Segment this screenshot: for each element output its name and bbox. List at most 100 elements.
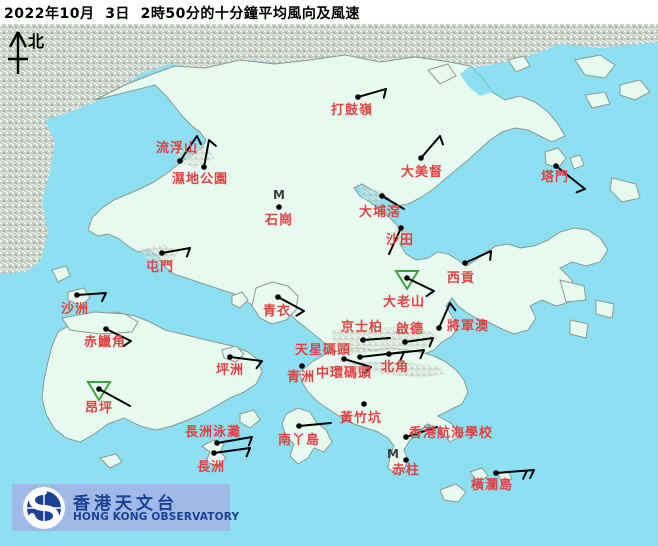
station-dot-sai-kung (462, 260, 468, 266)
station-dot-cheung-chau (211, 450, 217, 456)
station-label-wong-chuk-hang: 黃竹坑 (340, 411, 383, 426)
missing-marker-shek-kong: M (273, 188, 285, 202)
wind-barb-tates-cairn (406, 277, 435, 298)
station-label-cheung-chau: 長洲 (197, 460, 226, 475)
station-label-tseung-kwan-o: 將軍澳 (447, 319, 490, 334)
wind-barb-cheung-chau-beach (216, 436, 253, 447)
station-dot-north-point (386, 351, 392, 357)
wind-barb-peng-chau (229, 356, 263, 370)
wind-barb-cheung-chau (213, 447, 251, 458)
map-title: 2022年10月 3日 2時50分的十分鐘平均風向及風速 (4, 6, 360, 22)
north-label: 北 (28, 32, 45, 51)
station-dot-lau-fau-shan (177, 158, 183, 164)
station-label-peng-chau: 坪洲 (216, 363, 245, 378)
station-label-tuen-mun: 屯門 (146, 260, 175, 275)
station-dot-chek-lap-kok (103, 326, 109, 332)
station-dot-peng-chau (227, 354, 233, 360)
station-dot-tap-mun (553, 163, 559, 169)
wind-barb-sea-school (405, 426, 438, 438)
station-label-wetland-park: 濕地公園 (172, 172, 229, 187)
wind-barb-tseung-kwan-o (438, 302, 457, 329)
west-coast-urban-strip (0, 120, 55, 274)
station-label-chek-lap-kok: 赤鱲角 (84, 335, 127, 350)
station-dot-tsing-yi (275, 294, 281, 300)
wind-barb-tuen-mun (161, 247, 191, 258)
station-label-sea-school: 香港航海學校 (409, 426, 494, 441)
wind-barb-sha-chau (76, 292, 107, 303)
station-dot-sha-tin (398, 225, 404, 231)
wind-barb-sai-kung (464, 250, 492, 264)
station-label-tai-mei-tuk: 大美督 (401, 165, 444, 180)
station-label-tap-mun: 塔門 (541, 170, 570, 185)
station-dot-tai-po-kau (379, 193, 385, 199)
hko-emblem-icon (23, 487, 65, 529)
wind-barb-north-point (388, 349, 425, 360)
station-label-green-island: 青洲 (287, 370, 316, 385)
title-bar: 2022年10月 3日 2時50分的十分鐘平均風向及風速 (0, 0, 658, 24)
north-arrow-icon (8, 31, 28, 74)
starling-inlet (460, 66, 492, 96)
hko-logo-banner: 香港天文台 HONG KONG OBSERVATORY (12, 484, 239, 531)
missing-marker-stanley: M (387, 447, 399, 461)
station-label-sha-chau: 沙洲 (61, 302, 90, 317)
station-dot-wong-chuk-hang (361, 401, 367, 407)
station-dot-stanley (403, 457, 409, 463)
wind-barb-ngong-ping (98, 388, 131, 407)
station-label-sai-kung: 西貢 (447, 271, 476, 286)
station-dot-sha-chau (74, 292, 80, 298)
station-dot-ngong-ping (96, 386, 102, 392)
station-label-waglan-island: 橫瀾島 (471, 478, 514, 493)
shenzhen-urban-area (0, 20, 658, 130)
islands (41, 54, 651, 503)
station-label-stanley: 赤柱 (392, 463, 421, 478)
station-dot-star-ferry-pier (341, 356, 347, 362)
station-label-ngong-ping: 昂坪 (85, 401, 114, 416)
hko-name-english: HONG KONG OBSERVATORY (73, 511, 240, 523)
wind-barb-tai-po-kau (381, 195, 405, 210)
wind-barb-tai-mei-tuk (420, 135, 444, 159)
station-label-tsing-yi: 青衣 (263, 304, 292, 319)
wind-barb-lau-fau-shan (179, 135, 202, 162)
wind-barb-tsing-yi (277, 296, 305, 317)
wind-barb-tap-mun (555, 165, 586, 194)
station-dot-cheung-chau-beach (214, 440, 220, 446)
station-label-star-ferry-pier: 天星碼頭 (295, 343, 352, 358)
station-label-tates-cairn: 大老山 (383, 295, 426, 310)
station-dot-kings-park (360, 337, 366, 343)
wind-barb-sha-tin (388, 227, 402, 255)
station-label-ta-kwu-ling: 打鼓嶺 (331, 103, 374, 118)
station-label-lamma-island: 南丫島 (278, 433, 321, 448)
station-dot-tseung-kwan-o (436, 325, 442, 331)
wind-barb-chek-lap-kok (105, 328, 132, 348)
station-dot-ta-kwu-ling (355, 94, 361, 100)
station-dot-shek-kong (276, 204, 282, 210)
urban-patches (140, 144, 446, 378)
station-label-north-point: 北角 (381, 360, 410, 375)
wind-barb-ta-kwu-ling (357, 88, 387, 99)
station-label-sha-tin: 沙田 (386, 233, 415, 248)
wind-barb-star-ferry-pier (343, 358, 372, 375)
wind-barb-kings-park (362, 337, 391, 341)
station-label-central-pier: 中環碼頭 (316, 366, 373, 381)
station-label-kings-park: 京士柏 (341, 320, 384, 335)
wind-barb-kai-tak (404, 337, 434, 348)
station-dot-green-island (299, 363, 305, 369)
station-dot-tai-mei-tuk (418, 155, 424, 161)
wind-barb-waglan-island (495, 469, 535, 480)
station-dot-waglan-island (493, 470, 499, 476)
station-dot-lamma-island (296, 423, 302, 429)
station-label-shek-kong: 石崗 (265, 213, 294, 228)
station-label-kai-tak: 啟德 (396, 322, 425, 337)
wind-barb-lamma-island (298, 422, 332, 427)
station-label-lau-fau-shan: 流浮山 (156, 141, 199, 156)
station-dot-wetland-park (201, 164, 207, 170)
station-dot-central-pier (357, 354, 363, 360)
station-dot-kai-tak (402, 339, 408, 345)
wind-barb-wetland-park (203, 139, 217, 168)
station-dot-tuen-mun (159, 250, 165, 256)
station-label-cheung-chau-beach: 長洲泳灘 (185, 425, 242, 440)
station-dot-tates-cairn (404, 275, 410, 281)
